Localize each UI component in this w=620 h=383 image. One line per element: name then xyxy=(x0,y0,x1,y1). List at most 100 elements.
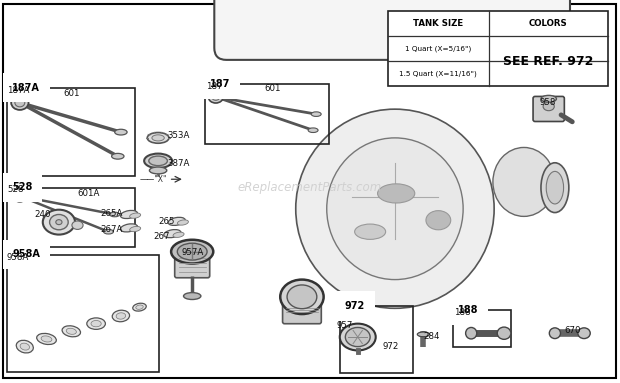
Bar xyxy=(205,84,329,144)
Ellipse shape xyxy=(149,156,167,166)
Ellipse shape xyxy=(327,138,463,280)
Text: COLORS: COLORS xyxy=(529,20,567,28)
Ellipse shape xyxy=(120,210,138,219)
FancyBboxPatch shape xyxy=(175,252,210,278)
Ellipse shape xyxy=(112,153,124,159)
Bar xyxy=(453,310,511,347)
Ellipse shape xyxy=(497,327,511,339)
Ellipse shape xyxy=(287,285,317,309)
Ellipse shape xyxy=(578,328,590,339)
Ellipse shape xyxy=(549,328,560,339)
Ellipse shape xyxy=(144,154,172,168)
Text: 670: 670 xyxy=(564,326,581,335)
Ellipse shape xyxy=(112,310,130,322)
FancyBboxPatch shape xyxy=(533,97,564,121)
Ellipse shape xyxy=(541,95,557,102)
Ellipse shape xyxy=(171,240,213,264)
Text: eReplacementParts.com: eReplacementParts.com xyxy=(238,181,382,194)
Text: 187A: 187A xyxy=(7,86,30,95)
Ellipse shape xyxy=(173,232,184,237)
Text: 528: 528 xyxy=(7,185,24,194)
Text: 601: 601 xyxy=(264,83,281,93)
Ellipse shape xyxy=(308,128,318,133)
Ellipse shape xyxy=(115,129,127,135)
Text: 957: 957 xyxy=(336,321,352,330)
FancyBboxPatch shape xyxy=(283,299,321,324)
Text: 958: 958 xyxy=(539,98,556,107)
Text: 284: 284 xyxy=(423,332,440,341)
Ellipse shape xyxy=(11,95,29,110)
Text: 958A: 958A xyxy=(6,253,29,262)
Ellipse shape xyxy=(120,224,138,232)
Ellipse shape xyxy=(311,112,321,116)
Ellipse shape xyxy=(16,193,24,199)
Ellipse shape xyxy=(130,226,141,232)
Ellipse shape xyxy=(149,167,167,174)
Text: 601A: 601A xyxy=(78,189,100,198)
Ellipse shape xyxy=(417,332,430,337)
Text: 972: 972 xyxy=(383,342,399,351)
Text: 240: 240 xyxy=(34,210,51,219)
Bar xyxy=(7,188,135,247)
Text: 187A: 187A xyxy=(12,83,40,93)
Ellipse shape xyxy=(168,217,185,226)
Ellipse shape xyxy=(280,280,324,314)
Text: ——"X": ——"X" xyxy=(139,175,167,184)
Ellipse shape xyxy=(543,102,554,111)
Text: 267: 267 xyxy=(154,232,170,241)
Text: 1 Quart (X=5/16"): 1 Quart (X=5/16") xyxy=(405,46,471,52)
Ellipse shape xyxy=(493,147,555,216)
Ellipse shape xyxy=(56,219,62,224)
Text: TANK SIZE: TANK SIZE xyxy=(413,20,463,28)
Ellipse shape xyxy=(72,221,83,229)
Text: 958A: 958A xyxy=(12,249,40,259)
Bar xyxy=(340,306,413,373)
Text: 265: 265 xyxy=(158,217,175,226)
Ellipse shape xyxy=(20,343,30,350)
Ellipse shape xyxy=(546,171,564,204)
Text: 267A: 267A xyxy=(100,225,123,234)
Ellipse shape xyxy=(177,220,188,225)
Text: 957A: 957A xyxy=(182,248,204,257)
Text: 188: 188 xyxy=(458,305,478,315)
Ellipse shape xyxy=(211,93,219,100)
Text: 972: 972 xyxy=(345,301,365,311)
Ellipse shape xyxy=(50,214,68,230)
Text: 187: 187 xyxy=(206,82,223,92)
Ellipse shape xyxy=(296,109,494,308)
Text: 387A: 387A xyxy=(167,159,190,169)
Ellipse shape xyxy=(184,293,201,300)
Ellipse shape xyxy=(152,135,164,141)
Ellipse shape xyxy=(66,328,76,334)
Ellipse shape xyxy=(116,313,126,319)
Ellipse shape xyxy=(37,333,56,345)
Ellipse shape xyxy=(136,305,143,309)
Bar xyxy=(388,11,608,86)
Text: 601: 601 xyxy=(64,88,81,98)
Ellipse shape xyxy=(91,321,101,327)
Ellipse shape xyxy=(133,303,146,311)
Ellipse shape xyxy=(164,229,181,238)
Text: 265A: 265A xyxy=(100,209,123,218)
Ellipse shape xyxy=(110,212,120,217)
Text: 187: 187 xyxy=(210,79,230,89)
Ellipse shape xyxy=(177,243,207,260)
Ellipse shape xyxy=(418,332,428,337)
Ellipse shape xyxy=(148,133,169,143)
Text: 188: 188 xyxy=(454,308,471,317)
Ellipse shape xyxy=(130,213,141,218)
Ellipse shape xyxy=(345,327,370,347)
Text: SEE REF. 972: SEE REF. 972 xyxy=(503,55,593,68)
Ellipse shape xyxy=(43,210,75,234)
Ellipse shape xyxy=(378,184,415,203)
Ellipse shape xyxy=(355,224,386,239)
Bar xyxy=(7,88,135,176)
Ellipse shape xyxy=(426,211,451,230)
Ellipse shape xyxy=(62,326,81,337)
FancyBboxPatch shape xyxy=(215,0,570,60)
Ellipse shape xyxy=(466,327,477,339)
Text: 528: 528 xyxy=(12,182,33,192)
Ellipse shape xyxy=(41,336,52,342)
Ellipse shape xyxy=(13,190,27,202)
Ellipse shape xyxy=(87,318,105,329)
